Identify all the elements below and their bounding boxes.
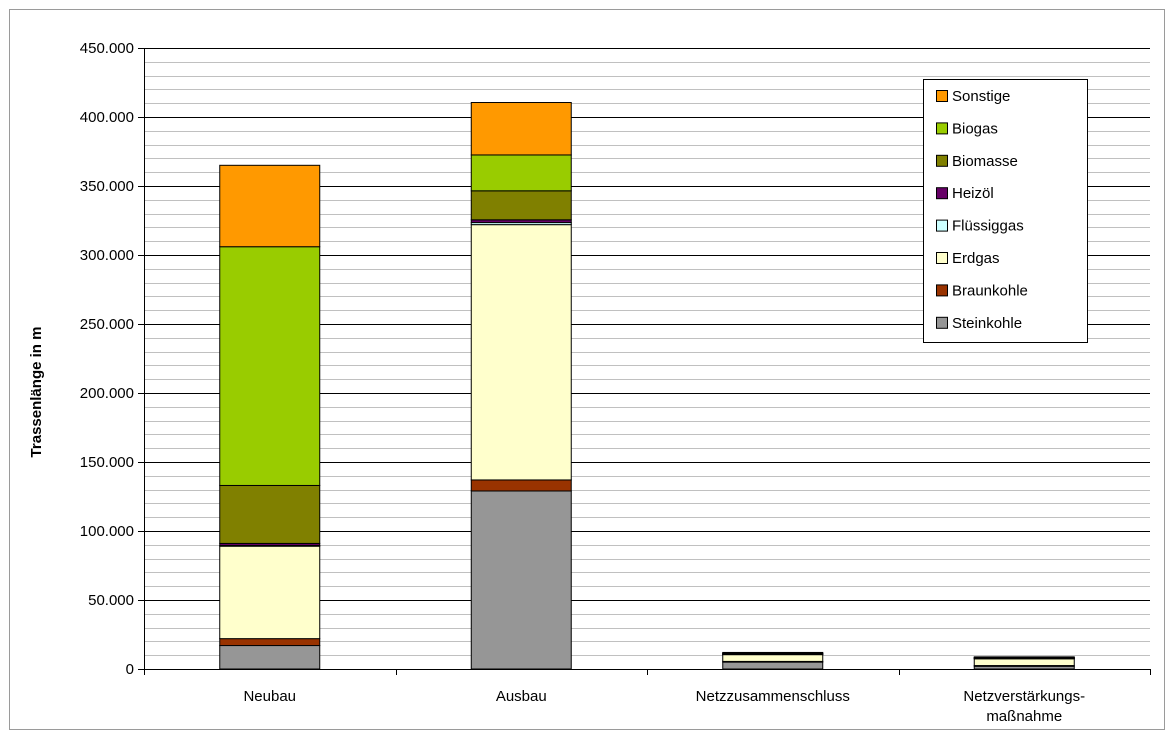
bar-segment: [219, 638, 321, 647]
legend-label: Sonstige: [952, 88, 1010, 105]
legend-label: Steinkohle: [952, 315, 1022, 332]
y-tick-labels: 0 50.000 100.000 150.000 200.000 250.000 300.0…: [80, 40, 134, 678]
x-tick-labels: Neubau Ausbau Netzzusammenschluss Netzverst…: [243, 688, 1085, 725]
bar-segment: [470, 154, 572, 192]
bar-segment: [219, 246, 321, 486]
bar-segment: [722, 654, 824, 662]
legend-box: [923, 79, 1088, 343]
bar-segment: [470, 190, 572, 221]
legend-label: Flüssiggas: [952, 218, 1024, 235]
legend-swatch: [936, 219, 948, 232]
legend-swatch: [936, 316, 948, 329]
bar-segment: [973, 656, 1075, 659]
x-tick-label: Neubau: [243, 688, 296, 705]
legend-label: Biomasse: [952, 153, 1018, 170]
legend-swatch: [936, 122, 948, 135]
y-tick-label: 450.000: [80, 40, 134, 57]
legend: Sonstige Biogas Biomasse Heizöl Flüssiggas Er…: [923, 79, 1088, 343]
y-tick-label: 250.000: [80, 316, 134, 333]
legend-swatch: [936, 154, 948, 167]
x-tick-label: maßnahme: [986, 708, 1062, 725]
y-axis-label: Trassenlänge in m: [28, 327, 45, 458]
legend-entry: Heizöl: [936, 185, 994, 202]
legend-swatch: [936, 90, 948, 102]
x-tick-label: Netzzusammenschluss: [696, 688, 850, 705]
legend-label: Biogas: [952, 120, 998, 137]
y-tick-label: 300.000: [80, 247, 134, 264]
bar-segment: [219, 484, 321, 544]
legend-swatch: [936, 252, 948, 264]
bar-segment: [722, 651, 824, 654]
legend-entry: Sonstige: [936, 88, 1010, 105]
legend-entry: Braunkohle: [936, 282, 1028, 299]
legend-entry: Flüssiggas: [936, 218, 1024, 235]
legend-label: Heizöl: [952, 185, 994, 202]
y-tick-label: 400.000: [80, 109, 134, 126]
legend-entry: Biomasse: [936, 153, 1018, 170]
bar-segment: [219, 545, 321, 640]
bar-segment: [722, 661, 824, 670]
bar-segment: [470, 479, 572, 492]
y-tick-label: 200.000: [80, 385, 134, 402]
legend-label: Erdgas: [952, 250, 1000, 267]
legend-label: Braunkohle: [952, 282, 1028, 299]
y-tick-label: 0: [126, 661, 134, 678]
legend-swatch: [936, 187, 948, 200]
axes: [138, 48, 1151, 675]
legend-entry: Steinkohle: [936, 315, 1022, 332]
legend-entry: Erdgas: [936, 250, 1000, 267]
bar-segment: [219, 164, 321, 248]
bar-segment: [973, 658, 1075, 667]
x-tick-label: Ausbau: [496, 688, 547, 705]
bar-segment: [219, 645, 321, 670]
x-tick-label: Netzverstärkungs-: [963, 688, 1085, 705]
y-tick-label: 50.000: [88, 592, 134, 609]
y-tick-label: 150.000: [80, 454, 134, 471]
y-tick-label: 100.000: [80, 523, 134, 540]
bar-segment: [470, 224, 572, 481]
bar-segment: [470, 490, 572, 670]
legend-swatch: [936, 284, 948, 297]
y-tick-label: 350.000: [80, 178, 134, 195]
bar-segment: [470, 102, 572, 156]
legend-entry: Biogas: [936, 120, 998, 137]
